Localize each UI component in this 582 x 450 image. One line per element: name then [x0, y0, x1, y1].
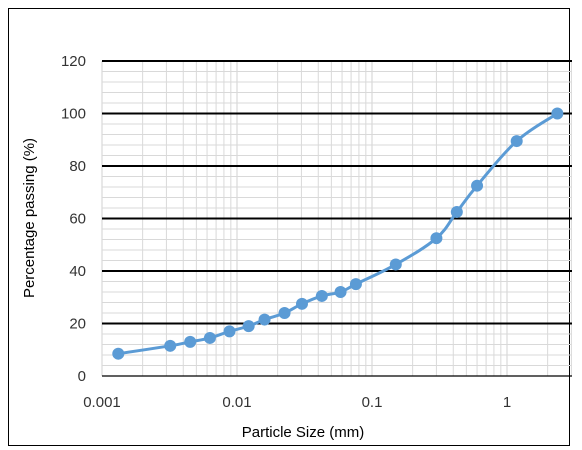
- data-point: [389, 258, 402, 271]
- data-point: [258, 313, 271, 326]
- data-point: [278, 307, 291, 319]
- data-point: [164, 339, 177, 352]
- data-point: [203, 331, 216, 344]
- data-point: [510, 135, 523, 148]
- y-tick-label: 80: [69, 158, 86, 175]
- y-tick-label: 0: [78, 368, 86, 385]
- x-tick-label: 0.01: [222, 394, 251, 411]
- y-tick-label: 40: [69, 263, 86, 280]
- data-point: [471, 179, 484, 192]
- tick-labels: 0 20 40 60 80 100 120 0.001 0.01 0.1 1: [61, 53, 511, 411]
- x-tick-label: 0.001: [83, 394, 121, 411]
- x-axis-title: Particle Size (mm): [242, 424, 365, 441]
- series-line-layer: [116, 112, 559, 356]
- y-tick-label: 100: [61, 106, 86, 123]
- data-point: [551, 107, 564, 120]
- data-point: [223, 325, 236, 338]
- data-point: [430, 232, 443, 245]
- data-point: [295, 297, 308, 310]
- data-point: [242, 320, 255, 333]
- data-point: [315, 289, 328, 302]
- series-line: [116, 112, 559, 356]
- data-point: [334, 286, 347, 298]
- data-point: [450, 205, 463, 218]
- y-tick-label: 60: [69, 211, 86, 228]
- y-axis-title: Percentage passing (%): [21, 138, 38, 298]
- grid: [101, 60, 572, 377]
- data-point: [184, 335, 197, 348]
- data-points: [112, 107, 564, 360]
- x-tick-label: 0.1: [362, 394, 383, 411]
- y-tick-label: 20: [69, 316, 86, 333]
- x-tick-label: 1: [503, 394, 511, 411]
- data-point: [112, 347, 125, 360]
- y-tick-label: 120: [61, 53, 86, 70]
- data-point: [349, 278, 362, 291]
